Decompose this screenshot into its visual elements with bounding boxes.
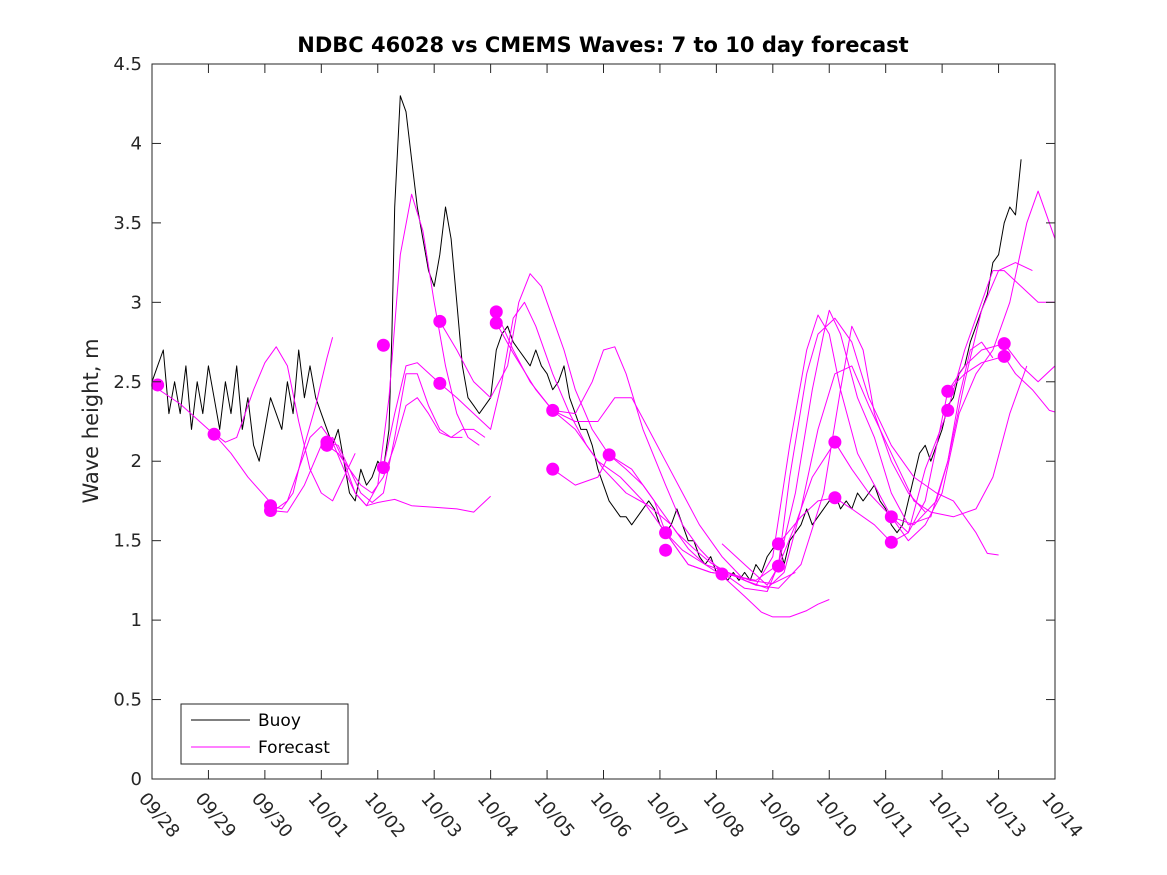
legend: Buoy Forecast	[180, 703, 349, 765]
forecast-series-line-3	[270, 337, 334, 510]
y-tick-label: 2.5	[113, 372, 142, 393]
y-tick-label: 3.5	[113, 213, 142, 234]
forecast-start-marker	[489, 316, 503, 330]
forecast-start-marker	[151, 378, 165, 392]
forecast-start-marker	[489, 305, 503, 319]
y-tick-label: 1	[131, 610, 142, 631]
forecast-start-marker	[771, 537, 785, 551]
legend-label-buoy: Buoy	[258, 711, 301, 731]
forecast-start-marker	[884, 510, 898, 524]
forecast-start-marker	[771, 559, 785, 573]
forecast-start-marker	[828, 491, 842, 505]
forecast-start-marker	[602, 448, 616, 462]
chart-title: NDBC 46028 vs CMEMS Waves: 7 to 10 day f…	[297, 33, 908, 57]
forecast-series-line-8	[439, 273, 926, 589]
y-axis-label: Wave height, m	[79, 338, 103, 503]
y-tick-label: 0	[131, 769, 142, 790]
forecast-series-line-4	[270, 436, 491, 513]
forecast-start-marker	[376, 338, 390, 352]
forecast-start-marker	[546, 403, 560, 417]
forecast-start-marker	[997, 349, 1011, 363]
forecast-series-line-17	[947, 355, 1055, 413]
forecast-series-line-6	[326, 397, 463, 494]
forecast-start-marker	[546, 462, 560, 476]
forecast-start-marker	[264, 503, 278, 517]
forecast-start-marker	[715, 567, 729, 581]
y-tick-label: 4	[131, 133, 142, 154]
forecast-series-line-16	[890, 343, 1055, 534]
forecast-series-line-13	[665, 532, 830, 618]
forecast-series-line-14	[721, 190, 1055, 586]
forecast-start-marker	[941, 384, 955, 398]
series-layer	[152, 95, 1055, 618]
forecast-start-marker	[884, 535, 898, 549]
forecast-start-marker	[828, 435, 842, 449]
forecast-start-marker	[433, 376, 447, 390]
forecast-start-marker	[320, 438, 334, 452]
forecast-start-marker	[376, 461, 390, 475]
y-axis: 0 0.5 1 1.5 2 2.5 3 3.5 4 4.5	[113, 54, 1055, 790]
legend-label-forecast: Forecast	[258, 738, 330, 758]
legend-box	[180, 703, 349, 765]
y-tick-label: 4.5	[113, 54, 142, 75]
marker-layer	[151, 305, 1011, 581]
y-tick-label: 1.5	[113, 531, 142, 552]
forecast-start-marker	[207, 427, 221, 441]
y-tick-label: 0.5	[113, 690, 142, 711]
forecast-start-marker	[659, 543, 673, 557]
forecast-start-marker	[941, 403, 955, 417]
y-tick-label: 3	[131, 292, 142, 313]
forecast-start-marker	[997, 337, 1011, 351]
forecast-start-marker	[433, 314, 447, 328]
forecast-series-line-5	[326, 373, 486, 503]
y-tick-label: 2	[131, 451, 142, 472]
forecast-series-line-12	[552, 262, 1033, 581]
forecast-series-line-9	[495, 311, 999, 592]
forecast-start-marker	[659, 526, 673, 540]
forecast-series-line-10	[495, 322, 1028, 589]
